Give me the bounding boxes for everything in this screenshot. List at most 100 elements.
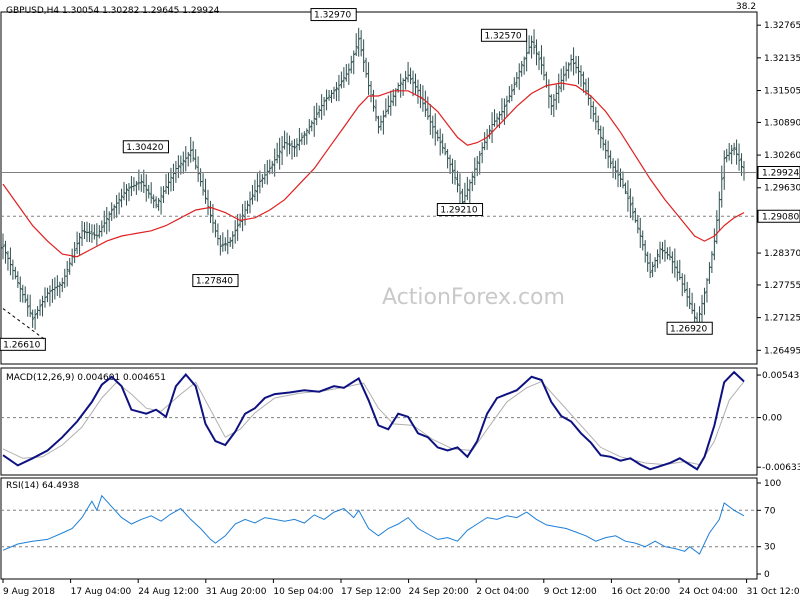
- macd-signal-line: [2, 380, 745, 466]
- price-bar: [374, 99, 378, 122]
- corner-value: 38.2: [736, 2, 756, 12]
- price-tick-label: 1.31505: [764, 87, 800, 97]
- swing-label-box: [0, 337, 46, 351]
- price-bar: [656, 249, 660, 269]
- price-bar: [65, 260, 69, 287]
- price-bar: [648, 253, 652, 278]
- price-bar: [18, 276, 22, 303]
- price-tick-label: 1.30260: [764, 151, 800, 161]
- price-bar: [302, 131, 306, 146]
- price-bar: [409, 67, 413, 85]
- price-bar: [231, 231, 235, 249]
- price-bar: [532, 29, 536, 55]
- price-bar: [181, 151, 185, 174]
- price-bar: [732, 142, 736, 156]
- price-bar: [270, 160, 274, 174]
- swing-label: 1.32570: [480, 28, 528, 42]
- price-bar: [152, 194, 156, 209]
- price-bar: [194, 149, 198, 170]
- price-tick-label: 1.29630: [764, 184, 800, 194]
- swing-label-box: [122, 140, 169, 154]
- price-bar: [730, 144, 734, 165]
- price-bar: [349, 55, 353, 74]
- price-bar: [594, 106, 598, 130]
- price-bar: [68, 257, 72, 275]
- price-level-label: 1.29080: [762, 212, 799, 222]
- price-bar: [535, 39, 539, 66]
- price-bar: [164, 173, 168, 194]
- price-bar: [248, 191, 252, 214]
- price-bar: [253, 179, 257, 201]
- swing-label-box: [192, 274, 239, 288]
- macd-panel-frame: [0, 367, 758, 476]
- price-bar: [139, 174, 143, 192]
- macd-panel[interactable]: MACD(12,26,9) 0.004601 0.004651 0.005430…: [0, 367, 800, 476]
- price-bar: [609, 150, 613, 169]
- price-bar: [83, 222, 87, 239]
- price-bar: [643, 240, 647, 263]
- price-bar: [112, 204, 116, 219]
- price-bar: [154, 196, 158, 209]
- macd-tick-label: 0.00543: [762, 371, 799, 381]
- price-bar: [159, 186, 163, 215]
- price-bar: [120, 188, 124, 208]
- price-bar: [228, 237, 232, 247]
- price-bar: [221, 232, 225, 252]
- price-bar: [722, 150, 726, 190]
- price-level-tag: [757, 165, 800, 179]
- price-bar: [179, 155, 183, 175]
- price-bar: [305, 128, 309, 145]
- price-bar: [342, 67, 346, 88]
- price-levels: [1, 171, 757, 217]
- price-bar: [347, 63, 351, 85]
- price-bar: [389, 90, 393, 116]
- price-bar: [28, 294, 32, 318]
- price-bar: [381, 110, 385, 135]
- price-bar: [317, 105, 321, 118]
- price-bar: [117, 192, 121, 215]
- price-bar: [359, 30, 363, 57]
- price-tick-label: 1.27125: [764, 314, 800, 324]
- price-bar: [433, 113, 437, 146]
- price-bar: [710, 251, 714, 274]
- price-bar: [628, 188, 632, 219]
- price-bar: [105, 207, 109, 235]
- price-bar: [16, 271, 20, 288]
- price-bar: [325, 89, 329, 111]
- price-tick-label: 1.32135: [764, 54, 800, 64]
- price-bar: [673, 248, 677, 278]
- price-bar: [478, 150, 482, 175]
- price-bar: [142, 169, 146, 193]
- swing-labels: 1.26610 1.27840 1.30420 1.32970 1.29210 1.325…: [0, 8, 713, 351]
- rsi-panel[interactable]: RSI(14) 64.4938 100 70 30 0: [0, 477, 781, 580]
- price-bar: [557, 73, 561, 104]
- price-bar: [581, 71, 585, 93]
- price-bar: [53, 277, 57, 300]
- time-tick-label: 31 Aug 20:00: [206, 587, 267, 597]
- price-bar: [384, 98, 388, 118]
- price-bar: [376, 115, 380, 134]
- time-tick-label: 16 Oct 20:00: [611, 587, 670, 597]
- price-bar: [176, 155, 180, 179]
- price-bar: [438, 128, 442, 156]
- price-bar: [352, 50, 356, 75]
- price-bar: [688, 288, 692, 309]
- price-bar: [391, 89, 395, 106]
- price-bar: [258, 170, 262, 194]
- swing-label-box: [666, 321, 713, 335]
- price-bar: [189, 136, 193, 163]
- price-bar: [451, 158, 455, 184]
- price-bar: [399, 73, 403, 98]
- price-bar: [288, 135, 292, 155]
- price-bar: [246, 200, 250, 214]
- macd-line: [2, 370, 745, 471]
- rsi-tick-label: 30: [764, 543, 776, 553]
- price-bar: [337, 74, 341, 102]
- price-panel[interactable]: GBPUSD,H4 1.30054 1.30282 1.29645 1.2992…: [0, 2, 800, 365]
- time-tick-label: 2 Oct 04:00: [476, 587, 529, 597]
- price-bar: [268, 159, 272, 175]
- price-bar: [591, 101, 595, 122]
- price-bar: [223, 237, 227, 252]
